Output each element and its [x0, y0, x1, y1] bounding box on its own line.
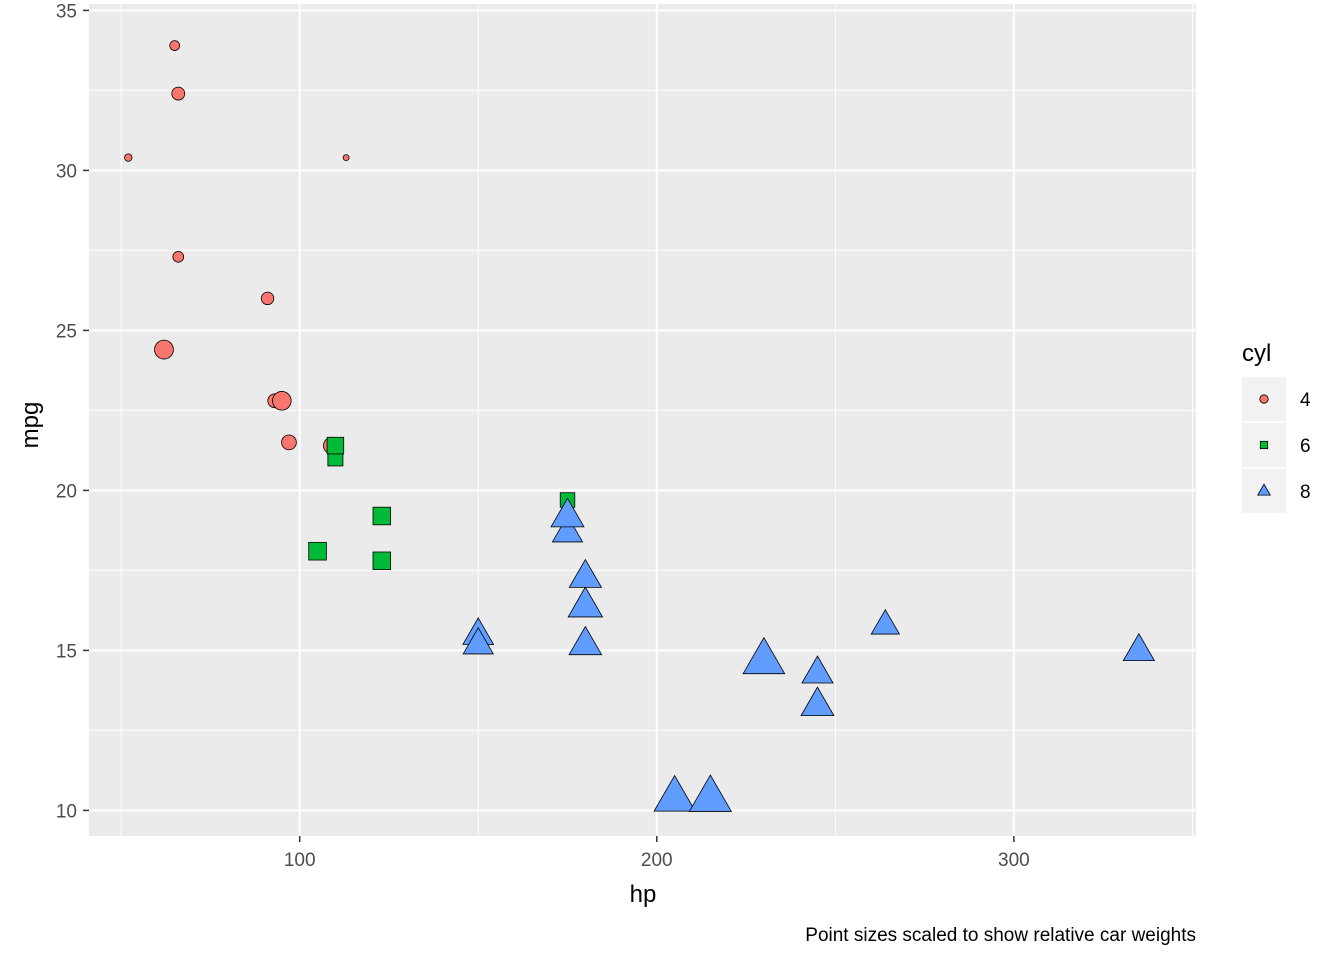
- legend-item-6: 6: [1242, 423, 1311, 467]
- y-tick-label: 10: [56, 801, 77, 822]
- data-point: [1122, 632, 1156, 662]
- data-point: [372, 506, 392, 526]
- data-point: [260, 291, 275, 306]
- legend-label: 4: [1300, 390, 1311, 411]
- data-point: [568, 558, 603, 588]
- legend-title: cyl: [1242, 340, 1271, 367]
- legend-keys: 4 6 8: [1242, 377, 1311, 513]
- data-point: [567, 586, 604, 618]
- legend-label: 6: [1300, 436, 1311, 457]
- data-point: [172, 250, 185, 263]
- y-tick-label: 25: [56, 321, 77, 342]
- data-point: [171, 86, 186, 101]
- data-point: [308, 541, 327, 561]
- x-tick-label: 300: [998, 850, 1030, 871]
- data-points: [124, 40, 1156, 812]
- data-point: [742, 636, 786, 675]
- y-tick-label: 20: [56, 481, 77, 502]
- x-tick-label: 100: [284, 850, 316, 871]
- y-tick-label: 30: [56, 161, 77, 182]
- data-point: [124, 153, 133, 162]
- data-point: [272, 391, 292, 411]
- data-point: [281, 434, 297, 451]
- legend: cyl 4 6 8: [1242, 340, 1311, 513]
- legend-item-8: 8: [1242, 469, 1311, 513]
- series-cyl-8: [462, 497, 1156, 812]
- y-tick-label: 15: [56, 641, 77, 662]
- series-cyl-6: [308, 436, 576, 570]
- plot-panel: [89, 4, 1196, 836]
- x-tick-label: 200: [641, 850, 673, 871]
- data-point: [550, 497, 585, 528]
- legend-symbol: [1257, 483, 1271, 496]
- legend-label: 8: [1300, 482, 1311, 503]
- legend-item-4: 4: [1242, 377, 1311, 421]
- y-tick-label: 35: [56, 1, 77, 22]
- axes: 100 200 300 10 15 20 25 30 35: [56, 1, 1030, 871]
- data-point: [342, 154, 350, 162]
- data-point: [462, 627, 494, 655]
- caption: Point sizes scaled to show relative car …: [805, 925, 1196, 946]
- legend-symbol: [1259, 440, 1269, 450]
- data-point: [653, 774, 696, 812]
- data-point: [870, 608, 901, 635]
- x-axis-title: hp: [630, 881, 657, 908]
- data-point: [688, 774, 733, 812]
- legend-symbol: [1259, 394, 1269, 404]
- data-point: [326, 436, 345, 455]
- data-point: [568, 625, 603, 656]
- data-point: [154, 339, 174, 360]
- y-axis-title: mpg: [17, 402, 44, 449]
- panel-background: [89, 4, 1196, 836]
- data-point: [169, 40, 181, 51]
- data-point: [801, 655, 834, 684]
- data-point: [800, 686, 835, 717]
- data-point: [372, 551, 392, 570]
- data-point: [551, 514, 584, 543]
